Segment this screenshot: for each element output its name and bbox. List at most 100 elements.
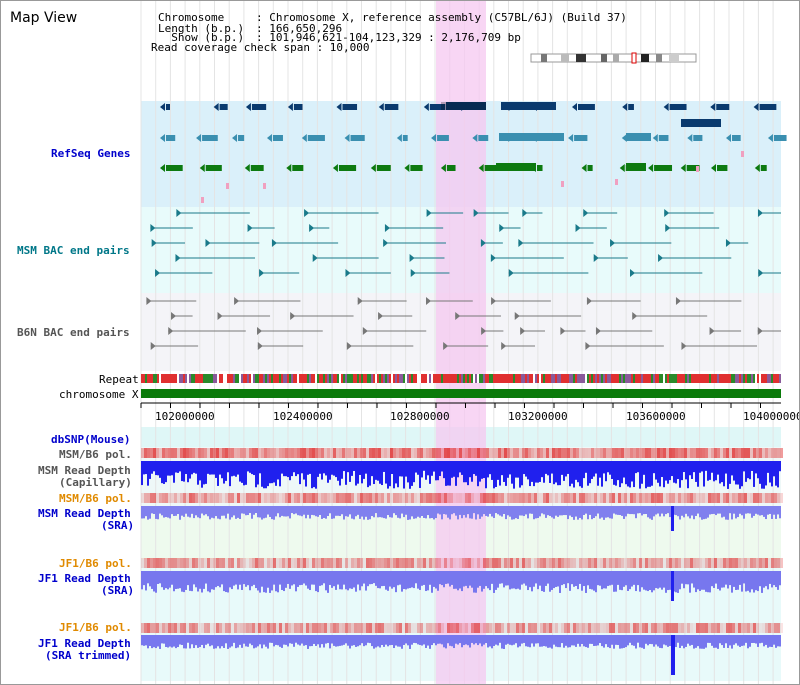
read-depth-bar [435,506,437,519]
read-depth-bar [265,571,267,593]
repeat-block [589,374,591,383]
track-label-refseq[interactable]: RefSeq Genes [51,147,131,160]
track-label-b6n-bac[interactable]: B6N BAC end pairs [17,326,130,339]
read-depth-bar [169,571,171,588]
axis-tick-label: 102000000 [155,410,215,423]
polymorphism-cell [654,448,657,458]
read-depth-bar [715,506,717,516]
repeat-block [763,374,765,383]
bac-end-arrow [758,269,764,277]
read-depth-bar [495,571,497,590]
gene-strand-arrow [370,164,376,172]
read-depth-bar [721,571,723,588]
read-depth-bar [493,635,495,646]
repeat-block [247,374,249,383]
polymorphism-cell [294,623,297,633]
read-depth-bar [313,506,315,516]
gene-feature [338,165,357,171]
read-depth-bar [755,506,757,514]
read-depth-bar [607,461,609,473]
polymorphism-cell [630,558,633,568]
polymorphism-cell [426,558,429,568]
polymorphism-cell [399,448,402,458]
track-label-jf1-b6-pol-2[interactable]: JF1/B6 pol. [59,621,132,634]
track-label-msm-b6-pol-2[interactable]: MSM/B6 pol. [59,492,132,505]
read-depth-bar [747,506,749,514]
polymorphism-cell [540,448,543,458]
read-depth-bar [535,571,537,584]
track-label-msm-b6-pol[interactable]: MSM/B6 pol. [59,448,132,461]
track-label-msm-depth-sra[interactable]: MSM Read Depth [38,507,131,520]
gene-strand-arrow [581,164,587,172]
read-depth-bar [507,461,509,478]
read-depth-bar [631,571,633,587]
track-label-jf1-b6-pol[interactable]: JF1/B6 pol. [59,557,132,570]
polymorphism-cell [156,448,159,458]
polymorphism-cell [183,493,186,503]
polymorphism-cell [732,558,735,568]
read-depth-bar [693,571,695,588]
read-depth-bar [461,461,463,475]
read-depth-bar [353,571,355,588]
track-label-repeat[interactable]: Repeat [99,373,139,386]
track-label-jf1-depth-trimmed[interactable]: JF1 Read Depth [38,637,131,650]
polymorphism-cell [669,623,672,633]
read-depth-bar [669,461,671,481]
track-label-dbsnp[interactable]: dbSNP(Mouse) [51,433,131,446]
polymorphism-cell [573,448,576,458]
read-depth-bar [159,506,161,514]
read-depth-bar [567,506,569,520]
read-depth-bar [517,635,519,648]
polymorphism-cell [525,623,528,633]
read-depth-bar [231,506,233,518]
repeat-block [269,374,271,383]
repeat-block [291,374,293,383]
show-value: : 101,946,621-104,123,329 : 2,176,709 bp [256,31,521,44]
read-depth-bar [661,461,663,478]
read-depth-bar [459,571,461,589]
read-depth-bar [683,506,685,518]
read-depth-bar [437,506,439,514]
polymorphism-cell [288,623,291,633]
repeat-block [613,374,615,383]
read-depth-bar [447,635,449,644]
read-depth-bar [421,461,423,478]
read-depth-bar [297,506,299,516]
read-depth-bar [543,635,545,647]
track-label-jf1-depth-sra[interactable]: JF1 Read Depth [38,572,131,585]
repeat-block [643,374,645,383]
read-depth-bar [143,571,145,586]
gene-strand-arrow [754,164,760,172]
polymorphism-cell [570,558,573,568]
read-depth-bar [251,635,253,646]
polymorphism-cell [351,493,354,503]
read-depth-bar [213,571,215,590]
track-label-msm-bac[interactable]: MSM BAC end pairs [17,244,130,257]
read-depth-bar [625,461,627,485]
polymorphism-cell [330,558,333,568]
read-depth-bar [173,461,175,483]
polymorphism-cell [381,623,384,633]
track-label-chromosome[interactable]: chromosome X [59,388,139,401]
repeat-block [607,374,609,383]
read-depth-bar [553,506,555,519]
repeat-block [349,374,351,383]
read-depth-bar [275,635,277,645]
read-depth-bar [197,461,199,485]
polymorphism-cell [183,448,186,458]
read-depth-bar [551,571,553,590]
polymorphism-cell [177,493,180,503]
polymorphism-cell [678,448,681,458]
read-depth-bar [495,635,497,645]
track-label-msm-depth-capillary[interactable]: MSM Read Depth [38,464,131,477]
read-depth-bar [497,635,499,646]
polymorphism-cell [717,493,720,503]
repeat-block [567,374,569,383]
polymorphism-cell [372,623,375,633]
repeat-block [499,374,501,383]
polymorphism-cell [282,493,285,503]
read-depth-bar [319,461,321,474]
read-depth-bar [161,461,163,484]
repeat-block [675,374,677,383]
